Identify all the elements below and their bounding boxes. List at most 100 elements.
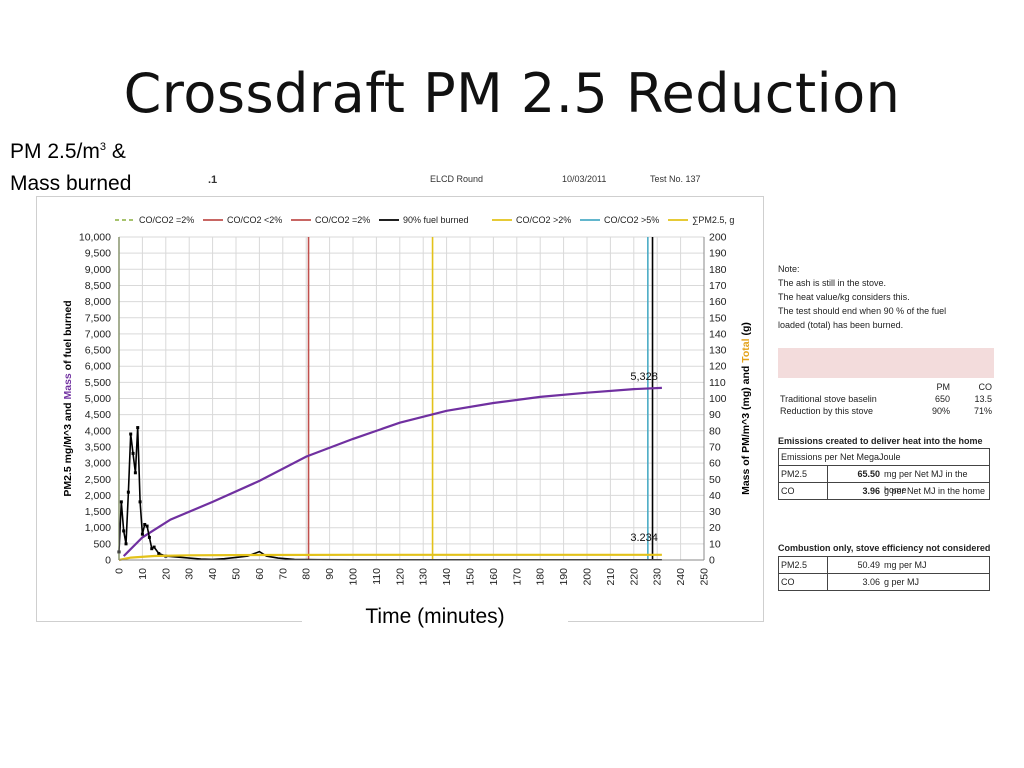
y-right-tick-label: 180 [709, 264, 727, 276]
x-tick-label: 240 [675, 568, 687, 586]
row-label: PM2.5 [779, 466, 828, 482]
left-axis-caption: PM 2.5/m3 & Mass burned [10, 131, 131, 200]
x-tick-label: 70 [277, 568, 289, 580]
legend-label: ∑PM2.5, g [692, 215, 734, 225]
y-right-tick-label: 110 [709, 377, 726, 389]
chart-header-test: Test No. 137 [650, 174, 701, 184]
data-point [119, 500, 123, 504]
notes-panel: Note: The ash is still in the stove. The… [778, 262, 998, 332]
x-tick-label: 100 [348, 568, 360, 586]
y-right-axis-title: Mass of PM/m^3 (mg) and Total (g) [740, 322, 752, 495]
axis-title-part: Mass of PM/m^3 (mg) and [740, 363, 752, 495]
x-tick-label: 90 [324, 568, 336, 580]
x-tick-label: 220 [628, 568, 640, 586]
y-right-tick-label: 30 [709, 506, 721, 518]
pm-unit: mg per Net MJ in the home [884, 469, 968, 495]
baseline-comparison-table: PM CO Traditional stove baselin 650 13.5… [778, 381, 994, 417]
notes-line: The ash is still in the stove. [778, 278, 887, 288]
emissions-subtitle: Emissions per Net MegaJoule [781, 452, 901, 462]
pm-unit: mg per MJ [884, 560, 927, 570]
x-tick-label: 250 [699, 568, 711, 586]
y-left-tick-label: 3,000 [85, 458, 111, 470]
co-unit: g per Net MJ in the home [884, 486, 986, 496]
axis-title-part: Total [740, 338, 752, 362]
y-left-tick-label: 3,500 [85, 441, 111, 453]
table-row: CO 3.06 g per MJ [779, 573, 989, 590]
y-right-tick-label: 120 [709, 361, 727, 373]
x-tick-label: 180 [535, 568, 547, 586]
chart-header-name: ELCD Round [430, 174, 484, 184]
data-point [147, 535, 151, 539]
legend-label: CO/CO2 <2% [227, 215, 282, 225]
y-right-tick-label: 200 [709, 232, 727, 244]
x-tick-label: 230 [652, 568, 664, 586]
cell-pm: 650 [934, 394, 950, 404]
y-left-tick-label: 8,000 [85, 296, 111, 308]
y-right-tick-label: 150 [709, 312, 727, 324]
legend-label: 90% fuel burned [403, 215, 469, 225]
header-pm: PM [936, 382, 951, 392]
pm-value: 65.50 [857, 469, 880, 479]
series-line [118, 553, 662, 562]
chart-legend: CO/CO2 =2% CO/CO2 <2% CO/CO2 =2% 90% fuel b… [115, 215, 734, 225]
table-row: PM2.5 65.50 mg per Net MJ in the home [779, 465, 989, 495]
emissions-home-title: Emissions created to deliver heat into t… [778, 436, 983, 446]
x-tick-label: 210 [605, 568, 617, 586]
caption-ampersand: & [105, 140, 126, 163]
series-line [122, 386, 662, 557]
caption-line2: Mass burned [10, 172, 132, 195]
data-point [129, 432, 133, 436]
combustion-box: PM2.5 50.49 mg per MJ CO 3.06 g per MJ [778, 556, 990, 591]
combustion-title: Combustion only, stove efficiency not co… [778, 543, 991, 553]
co-value: 3.06 [862, 577, 880, 587]
data-point [124, 542, 128, 546]
chart-axes: PM2.5 mg/M^3 and Mass of fuel burnedMass… [62, 237, 752, 561]
cell-co: 13.5 [974, 394, 992, 404]
y-right-tick-label: 10 [709, 538, 721, 550]
axis-title-part: Mass [62, 373, 74, 399]
x-tick-label: 190 [558, 568, 570, 586]
y-left-tick-label: 0 [105, 555, 111, 567]
data-point [143, 522, 147, 526]
x-tick-label: 130 [418, 568, 430, 586]
legend-label: CO/CO2 >5% [604, 215, 659, 225]
co-value: 3.96 [862, 486, 880, 496]
x-tick-label: 140 [441, 568, 453, 586]
y-right-tick-label: 70 [709, 441, 721, 453]
y-right-tick-label: 160 [709, 296, 727, 308]
y-left-tick-label: 4,500 [85, 409, 111, 421]
data-label: 5,328 [630, 371, 658, 383]
notes-line: The heat value/kg considers this. [778, 292, 910, 302]
x-tick-label: 30 [184, 568, 196, 580]
table-row: Reduction by this stove 90% 71% [778, 405, 994, 417]
axis-title-part: (g) [740, 322, 752, 338]
y-right-tick-label: 50 [709, 474, 721, 486]
data-point [140, 532, 144, 536]
y-right-tick-label: 60 [709, 458, 721, 470]
co-unit: g per MJ [884, 577, 920, 587]
axis-title-part: of fuel burned [62, 300, 74, 373]
data-point [136, 426, 140, 430]
data-point [152, 545, 156, 549]
chart-grid [118, 236, 705, 561]
x-tick-label: 40 [207, 568, 219, 580]
notes-line: loaded (total) has been burned. [778, 320, 904, 330]
x-axis-title: Time (minutes) [302, 602, 568, 632]
x-tick-label: 120 [394, 568, 406, 586]
y-left-tick-label: 9,000 [85, 264, 111, 276]
table-row: Emissions per Net MegaJoule [779, 449, 989, 465]
highlight-bar [778, 348, 994, 378]
data-point [122, 529, 126, 533]
x-tick-label: 170 [511, 568, 523, 586]
y-right-tick-label: 0 [709, 555, 715, 567]
chart-annotations: 5,328 3.234 [630, 371, 658, 544]
row-label: CO [779, 483, 828, 499]
x-tick-label: 110 [371, 568, 383, 585]
notes-line: The test should end when 90 % of the fue… [778, 306, 947, 316]
chart-header-date: 10/03/2011 [562, 174, 607, 184]
legend-label: CO/CO2 =2% [315, 215, 370, 225]
slide-title: Crossdraft PM 2.5 Reduction [123, 62, 901, 125]
table-row: PM2.5 50.49 mg per MJ [779, 557, 989, 573]
y-right-tick-label: 40 [709, 490, 721, 502]
